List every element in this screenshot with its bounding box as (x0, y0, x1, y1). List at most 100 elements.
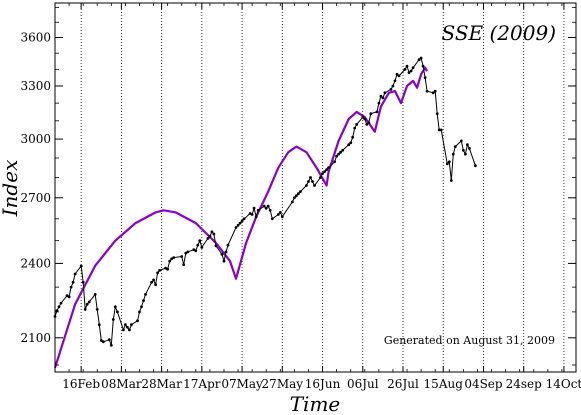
y-tick-label: 3300 (20, 79, 51, 93)
index-point (126, 325, 129, 329)
index-point (447, 160, 451, 164)
index-point (449, 179, 453, 182)
x-tick-label: 06Jul (347, 377, 379, 391)
index-point (71, 280, 75, 284)
index-point (403, 68, 407, 71)
index-point (166, 267, 170, 271)
index-point (270, 217, 274, 221)
index-point (222, 259, 226, 263)
index-point (194, 249, 198, 253)
index-point (214, 244, 218, 248)
vertical-grid (80, 3, 565, 372)
index-point (210, 230, 214, 234)
index-point (333, 160, 336, 164)
index-point (381, 96, 385, 100)
index-point (81, 280, 85, 284)
index-point (311, 180, 314, 183)
x-tick-label: 16Feb (62, 377, 100, 391)
index-point (79, 264, 83, 268)
index-point (391, 84, 395, 88)
index-point (124, 323, 127, 327)
y-tick-label: 2700 (20, 191, 51, 205)
index-point (341, 148, 345, 152)
index-point (87, 300, 91, 304)
index-point (226, 243, 230, 247)
index-point (383, 91, 387, 95)
x-tick-label: 16Jun (305, 377, 341, 391)
index-point (220, 252, 224, 256)
index-point (238, 221, 242, 225)
index-point (295, 194, 298, 198)
fit-curve-line (53, 66, 429, 369)
index-point (236, 223, 240, 227)
index-point (365, 123, 369, 126)
index-point (168, 259, 172, 263)
index-point (150, 280, 154, 284)
index-point (278, 211, 282, 214)
index-point (97, 323, 101, 327)
x-tick-label: 17Apr (183, 377, 221, 391)
y-tick-label: 2100 (20, 331, 51, 345)
x-tick-label: 26Jul (387, 377, 419, 391)
index-line (54, 57, 476, 346)
index-point (299, 190, 302, 194)
index-point (152, 278, 156, 282)
index-point (268, 208, 272, 212)
chart-title: SSE (2009) (441, 21, 556, 45)
index-point (95, 308, 99, 311)
index-point (466, 143, 469, 147)
x-axis-title: Time (290, 392, 341, 415)
index-point (309, 176, 312, 179)
index-point (407, 71, 411, 74)
index-point (182, 263, 186, 266)
index-point (154, 283, 158, 287)
index-point (156, 271, 160, 275)
index-point (250, 213, 254, 216)
index-point (347, 143, 351, 147)
index-point (186, 250, 190, 254)
x-tick-label: 28Mar (141, 377, 182, 391)
x-tick-label: 27May (262, 377, 304, 391)
index-point (107, 338, 111, 342)
index-point (254, 215, 258, 219)
index-point (363, 117, 367, 121)
x-tick-label: 04Sep (464, 377, 503, 391)
index-point (262, 204, 266, 208)
y-tick-label: 3000 (20, 132, 51, 146)
index-point (319, 176, 322, 179)
index-point (468, 147, 471, 150)
index-point (325, 168, 328, 172)
index-point (208, 234, 212, 238)
x-tick-label: 24sep (506, 377, 543, 391)
index-point (445, 162, 449, 166)
index-point (397, 74, 401, 78)
x-tick-label: 07May (221, 377, 263, 391)
index-point (142, 299, 145, 302)
index-point (437, 128, 441, 132)
index-point (180, 255, 184, 258)
index-point (73, 272, 77, 276)
index-point (474, 164, 477, 168)
x-tick-label: 08Mar (101, 377, 142, 391)
index-point (379, 94, 383, 98)
index-point (276, 213, 280, 216)
index-point (435, 112, 439, 116)
index-point (200, 246, 204, 249)
index-point (234, 226, 238, 229)
index-point (323, 170, 326, 174)
index-point (361, 115, 365, 119)
index-point (419, 56, 423, 60)
index-point (377, 101, 381, 105)
index-point (252, 206, 256, 210)
index-point (453, 145, 457, 149)
index-point (127, 328, 131, 332)
index-point (256, 208, 260, 212)
index-point (335, 154, 338, 158)
index-point (431, 91, 435, 95)
index-point (113, 305, 117, 309)
y-tick-label: 2400 (20, 256, 51, 270)
index-point (293, 196, 296, 200)
index-point (369, 112, 373, 116)
